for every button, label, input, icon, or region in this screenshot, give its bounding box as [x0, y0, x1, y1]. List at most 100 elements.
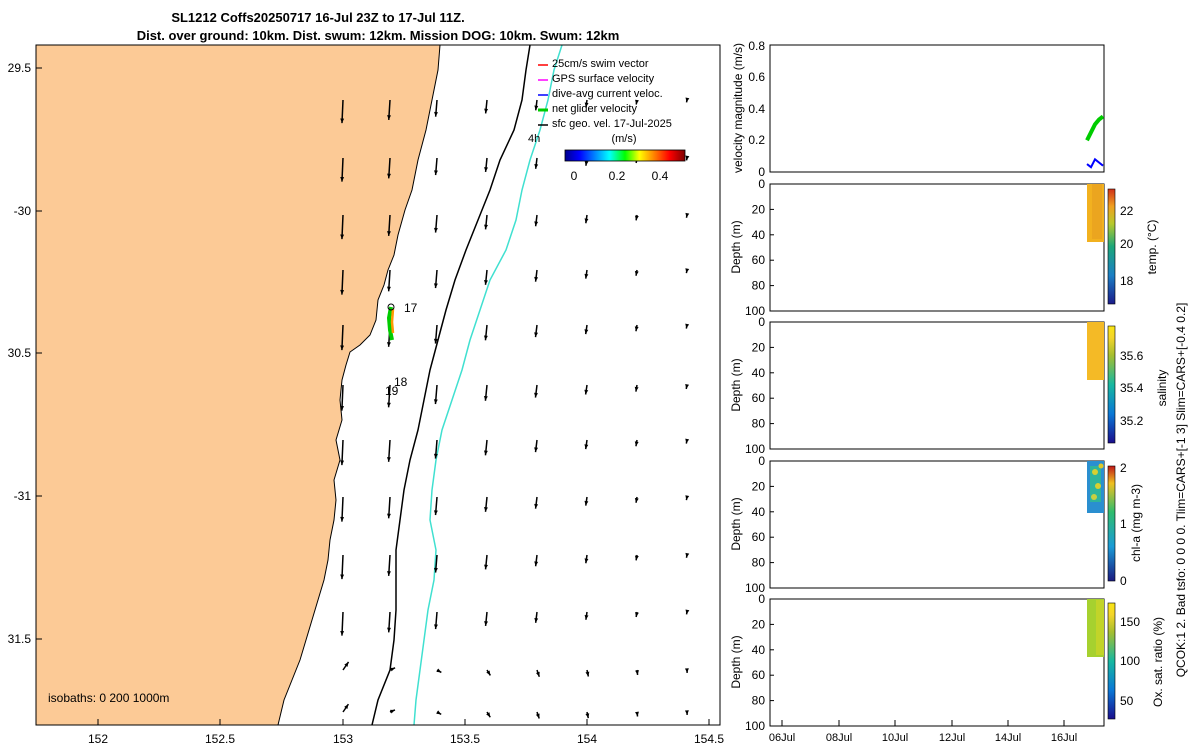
geostrophic-arrow [433, 324, 438, 344]
map-panel: 17 18 19 152 152.5 153 153.5 154 154.5 2… [8, 44, 724, 746]
geostrophic-arrow [685, 97, 690, 103]
chl-cbar-label: chl-a (mg m-3) [1129, 484, 1143, 562]
depth-tick: 0 [758, 177, 765, 191]
cbar-tick: 20 [1120, 237, 1134, 251]
y-tick: 0 [758, 165, 765, 179]
time-tick: 12Jul [939, 732, 965, 744]
colorbar-tick: 0.4 [652, 169, 669, 183]
time-tick: 14Jul [995, 732, 1021, 744]
chlorophyll-point [1098, 463, 1104, 469]
geostrophic-arrow [635, 611, 639, 618]
figure-title-line1: SL1212 Coffs20250717 16-Jul 23Z to 17-Ju… [171, 10, 464, 25]
depth-tick: 0 [758, 454, 765, 468]
geostrophic-arrow [484, 496, 488, 512]
geostrophic-arrow [434, 99, 438, 117]
geostrophic-arrow [387, 214, 391, 236]
geostrophic-arrow [634, 324, 639, 332]
depth-tick: 100 [745, 442, 765, 456]
cbar-tick: 100 [1120, 654, 1140, 668]
geostrophic-arrow [685, 438, 690, 444]
track-segment-warm [390, 308, 395, 334]
velocity-series [1085, 114, 1105, 169]
legend-label: net glider velocity [552, 103, 637, 115]
geostrophic-arrow [386, 384, 391, 408]
cbar-tick: 2 [1120, 461, 1127, 475]
geostrophic-arrow [584, 269, 589, 279]
geostrophic-arrow [534, 439, 539, 453]
map-legend: 25cm/s swim vector GPS surface velocity … [528, 58, 672, 145]
chlorophyll-point [1095, 483, 1101, 489]
depth-tick: 80 [752, 694, 766, 708]
isobaths-label: isobaths: 0 200 1000m [48, 691, 169, 705]
chlorophyll-panel [769, 460, 1116, 589]
track-label-18: 18 [394, 375, 408, 389]
geostrophic-arrow [340, 384, 345, 411]
oxygen-data-shade [1096, 600, 1104, 655]
geostrophic-arrow [534, 99, 539, 111]
qc-side-text: QCOK:1 2. Bad tsfo: 0 0 0 0. Tlim=CARS+[… [1174, 303, 1188, 678]
depth-ylabel: Depth (m) [729, 497, 743, 550]
geostrophic-arrow [635, 99, 639, 105]
profile-panels [769, 183, 1116, 727]
time-tick: 06Jul [769, 732, 795, 744]
track-label-19: 19 [385, 384, 399, 398]
scale-label: 4h [528, 133, 540, 145]
y-tick: -30 [14, 204, 32, 218]
geostrophic-arrow [340, 554, 345, 580]
cbar-tick: 35.4 [1120, 381, 1144, 395]
chlorophyll-frame [769, 460, 1105, 589]
geostrophic-arrow [635, 669, 639, 676]
geostrophic-arrow [534, 611, 539, 623]
geostrophic-arrow [340, 439, 345, 466]
x-tick: 153.5 [450, 732, 480, 746]
depth-tick: 80 [752, 279, 766, 293]
x-tick: 154 [577, 732, 597, 746]
geostrophic-arrow [534, 496, 539, 509]
legend-label: dive-avg current veloc. [552, 88, 663, 100]
temp-cbar-label: temp. (°C) [1145, 220, 1159, 275]
geostrophic-vector-field [340, 97, 690, 719]
depth-tick: 40 [752, 643, 766, 657]
geostrophic-arrow [342, 661, 350, 671]
chlorophyll-point [1091, 494, 1097, 500]
depth-ylabel: Depth (m) [729, 220, 743, 273]
geostrophic-arrow [484, 554, 488, 570]
y-tick: 0.6 [748, 70, 765, 84]
time-tick: 08Jul [826, 732, 852, 744]
x-tick: 154.5 [694, 732, 724, 746]
x-tick: 152.5 [205, 732, 235, 746]
geostrophic-arrow [387, 496, 391, 519]
geostrophic-arrow [685, 212, 690, 218]
geostrophic-arrow [434, 554, 438, 573]
geostrophic-arrow [386, 439, 391, 462]
geostrophic-arrow [584, 99, 589, 108]
oxygen-cbar-label: Ox. sat. ratio (%) [1151, 617, 1165, 707]
cbar-tick: 50 [1120, 694, 1134, 708]
velocity-frame [769, 44, 1105, 173]
geostrophic-arrow [685, 495, 690, 501]
depth-tick: 20 [752, 479, 766, 493]
depth-ylabel: Depth (m) [729, 635, 743, 688]
y-tick: 0.8 [748, 39, 765, 53]
colorbar-tick: 0 [571, 169, 578, 183]
geostrophic-arrow [387, 99, 391, 120]
y-tick: 29.5 [8, 61, 32, 75]
geostrophic-arrow [535, 711, 540, 719]
geostrophic-arrow [483, 384, 488, 401]
depth-tick: 60 [752, 530, 766, 544]
legend-label: 25cm/s swim vector [552, 58, 649, 70]
geostrophic-arrow [342, 703, 350, 713]
x-tick: 152 [88, 732, 108, 746]
colorbar-tick: 0.2 [609, 169, 626, 183]
geostrophic-arrow [634, 269, 639, 276]
salinity-data [1087, 322, 1104, 380]
map-x-axis: 152 152.5 153 153.5 154 154.5 [88, 719, 724, 746]
chlorophyll-point [1092, 469, 1098, 475]
geostrophic-arrow [484, 157, 488, 172]
chlorophyll-data-mid [1090, 466, 1101, 502]
geostrophic-arrow [389, 709, 396, 714]
geostrophic-arrow [685, 609, 690, 615]
geostrophic-arrow [684, 710, 689, 715]
geostrophic-arrow [534, 157, 539, 169]
geostrophic-arrow [436, 668, 442, 674]
